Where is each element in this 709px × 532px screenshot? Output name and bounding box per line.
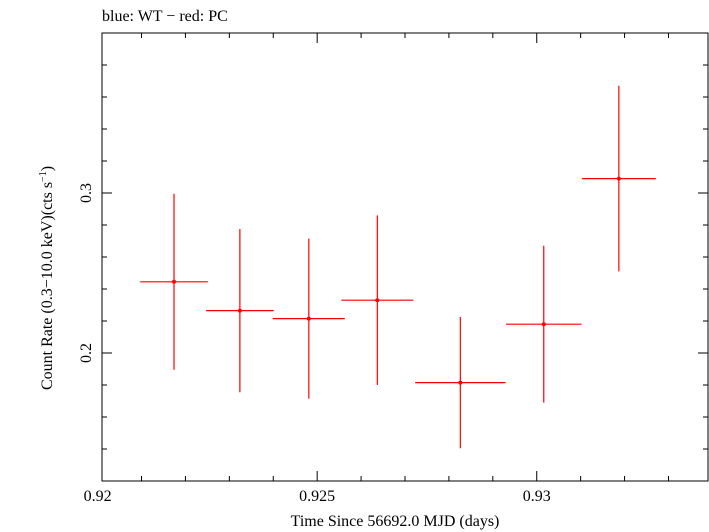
data-point (272, 238, 345, 399)
data-points (140, 85, 656, 449)
chart-title: blue: WT − red: PC (102, 8, 228, 25)
data-point (341, 215, 414, 385)
point-marker (237, 308, 242, 313)
x-tick-label: 0.93 (523, 488, 551, 505)
point-marker (458, 380, 463, 385)
point-marker (616, 176, 621, 181)
data-point (581, 85, 656, 272)
y-axis-label-main: Count Rate (0.3−10.0 keV)(cts s (39, 182, 56, 390)
axis-ticks (102, 32, 708, 482)
y-axis-label-end: ) (39, 166, 56, 171)
y-axis-label: Count Rate (0.3−10.0 keV)(cts s−1) (38, 166, 56, 390)
y-tick-label: 0.3 (78, 183, 95, 203)
x-tick-label: 0.925 (299, 488, 335, 505)
y-tick-label: 0.2 (78, 343, 95, 363)
data-point (415, 317, 506, 449)
point-marker (541, 322, 546, 327)
data-point (140, 193, 208, 370)
tick-labels: 0.92 0.925 0.93 0.2 0.3 (78, 183, 551, 505)
point-marker (306, 316, 311, 321)
point-marker (172, 279, 177, 284)
data-point (506, 245, 582, 403)
point-marker (375, 298, 380, 303)
plot-frame (101, 32, 709, 482)
x-tick-label: 0.92 (84, 488, 112, 505)
data-point (206, 229, 274, 393)
y-axis-label-superscript: −1 (38, 171, 49, 182)
x-axis-label: Time Since 56692.0 MJD (days) (291, 513, 500, 530)
